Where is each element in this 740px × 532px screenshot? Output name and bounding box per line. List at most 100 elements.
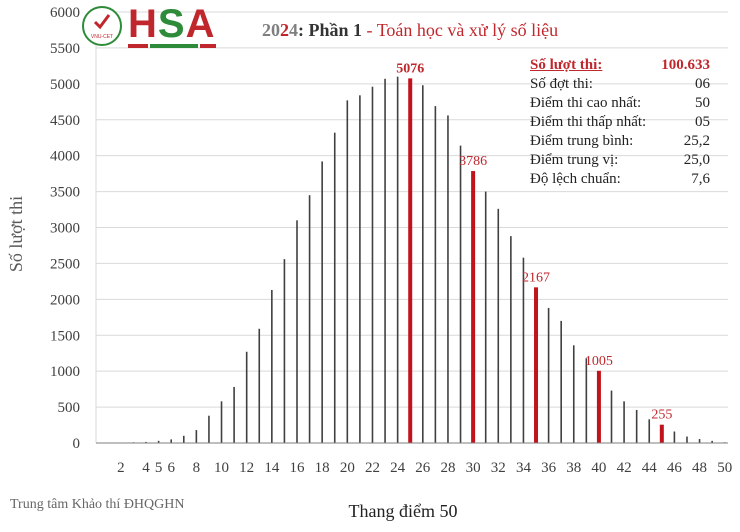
- stat-label: Số đợt thi:: [530, 76, 593, 92]
- x-tick-label: 28: [440, 460, 455, 476]
- x-tick-label: 5: [155, 460, 163, 476]
- stat-value: 25,0: [683, 152, 710, 168]
- bar: [371, 86, 374, 443]
- y-tick-label: 0: [73, 436, 81, 452]
- stat-value: 05: [695, 114, 710, 130]
- bar: [233, 386, 235, 443]
- bar: [459, 145, 462, 444]
- bar: [635, 409, 638, 443]
- axes: 0 500 1000 1500 2000 2500 3000 3500 4000 4500 5000…: [50, 5, 732, 476]
- y-tick-label: 500: [58, 400, 81, 416]
- bar: [547, 307, 550, 443]
- bar: [560, 320, 562, 443]
- bar: [208, 415, 210, 443]
- data-label: 5076: [396, 61, 424, 76]
- stat-label: Điểm thi cao nhất:: [530, 95, 642, 111]
- bar: [308, 195, 311, 443]
- bar: [648, 419, 651, 443]
- stat-row: Điểm thi thấp nhất: 05: [530, 113, 710, 132]
- stat-row: Điểm thi cao nhất: 50: [530, 94, 710, 113]
- highlight-bar: [408, 78, 413, 444]
- chart-title: 2024: Phần 1 - Toán học và xử lý số liệu: [262, 20, 558, 41]
- x-tick-label: 18: [315, 460, 330, 476]
- bar: [195, 430, 198, 443]
- highlight-bar: [596, 370, 601, 443]
- bar: [434, 106, 437, 443]
- bar: [359, 95, 361, 444]
- bar: [333, 132, 336, 443]
- x-tick-label: 46: [667, 460, 683, 476]
- x-tick-label: 40: [591, 460, 606, 476]
- y-tick-label: 4000: [50, 149, 80, 165]
- x-tick-label: 48: [692, 460, 707, 476]
- data-label: 255: [651, 408, 672, 423]
- y-tick-label: 5500: [50, 41, 80, 57]
- x-tick-label: 26: [415, 460, 431, 476]
- y-axis-label: Số lượt thi: [6, 196, 26, 272]
- bar: [271, 289, 273, 443]
- stat-value: 06: [695, 76, 710, 92]
- bar: [623, 401, 625, 443]
- x-tick-label: 6: [167, 460, 175, 476]
- bar: [321, 161, 323, 443]
- bar: [258, 328, 261, 443]
- data-label: 2167: [522, 270, 550, 285]
- highlight-bar: [534, 287, 539, 443]
- x-tick-label: 30: [466, 460, 481, 476]
- y-tick-label: 6000: [50, 5, 80, 21]
- bar: [711, 440, 713, 443]
- source-footer: Trung tâm Khảo thí ĐHQGHN: [10, 497, 185, 512]
- bar: [572, 345, 575, 443]
- stat-label: Điểm thi thấp nhất:: [530, 114, 647, 130]
- bar: [346, 100, 349, 443]
- check-icon: [93, 14, 111, 30]
- title-separator: -: [362, 20, 377, 40]
- logo-text: HSA: [128, 2, 216, 46]
- bar: [447, 115, 449, 443]
- x-tick-label: 42: [617, 460, 632, 476]
- x-tick-label: 38: [566, 460, 581, 476]
- stat-value: 7,6: [691, 171, 710, 187]
- bar: [484, 191, 487, 443]
- bar: [673, 431, 676, 443]
- y-tick-label: 3000: [50, 221, 80, 237]
- bar: [283, 259, 286, 443]
- data-label: 3786: [459, 154, 487, 169]
- title-subject: Toán học và xử lý số liệu: [376, 20, 559, 40]
- x-tick-label: 24: [390, 460, 406, 476]
- bar: [698, 439, 701, 443]
- x-tick-label: 2: [117, 460, 125, 476]
- y-tick-label: 5000: [50, 77, 80, 93]
- bar: [182, 435, 185, 443]
- x-tick-label: 14: [264, 460, 280, 476]
- title-year: 2024: [262, 20, 298, 40]
- x-tick-label: 16: [290, 460, 306, 476]
- x-tick-label: 22: [365, 460, 380, 476]
- x-axis-label: Thang điểm 50: [349, 501, 458, 521]
- x-tick-label: 8: [193, 460, 201, 476]
- x-tick-label: 12: [239, 460, 254, 476]
- y-tick-label: 2000: [50, 292, 80, 308]
- stat-value: 25,2: [683, 133, 710, 149]
- bar: [686, 436, 688, 443]
- x-tick-label: 44: [642, 460, 658, 476]
- stat-label: Điểm trung bình:: [530, 133, 634, 149]
- stat-row-total: Số lượt thi: 100.633: [530, 56, 710, 75]
- x-tick-label: 34: [516, 460, 532, 476]
- bar: [522, 257, 525, 443]
- bar: [422, 85, 424, 444]
- x-tick-label: 20: [340, 460, 355, 476]
- y-tick-label: 1000: [50, 364, 80, 380]
- stat-label: Số lượt thi:: [530, 57, 603, 73]
- x-tick-label: 36: [541, 460, 557, 476]
- bar: [157, 440, 160, 443]
- stat-label: Độ lệch chuẩn:: [530, 171, 621, 187]
- x-tick-label: 50: [717, 460, 732, 476]
- stat-label: Điểm trung vị:: [530, 152, 619, 168]
- stat-row: Điểm trung vị: 25,0: [530, 151, 710, 170]
- bars: [107, 76, 726, 444]
- bar: [296, 220, 298, 443]
- y-tick-label: 1500: [50, 328, 80, 344]
- y-tick-label: 4500: [50, 113, 80, 129]
